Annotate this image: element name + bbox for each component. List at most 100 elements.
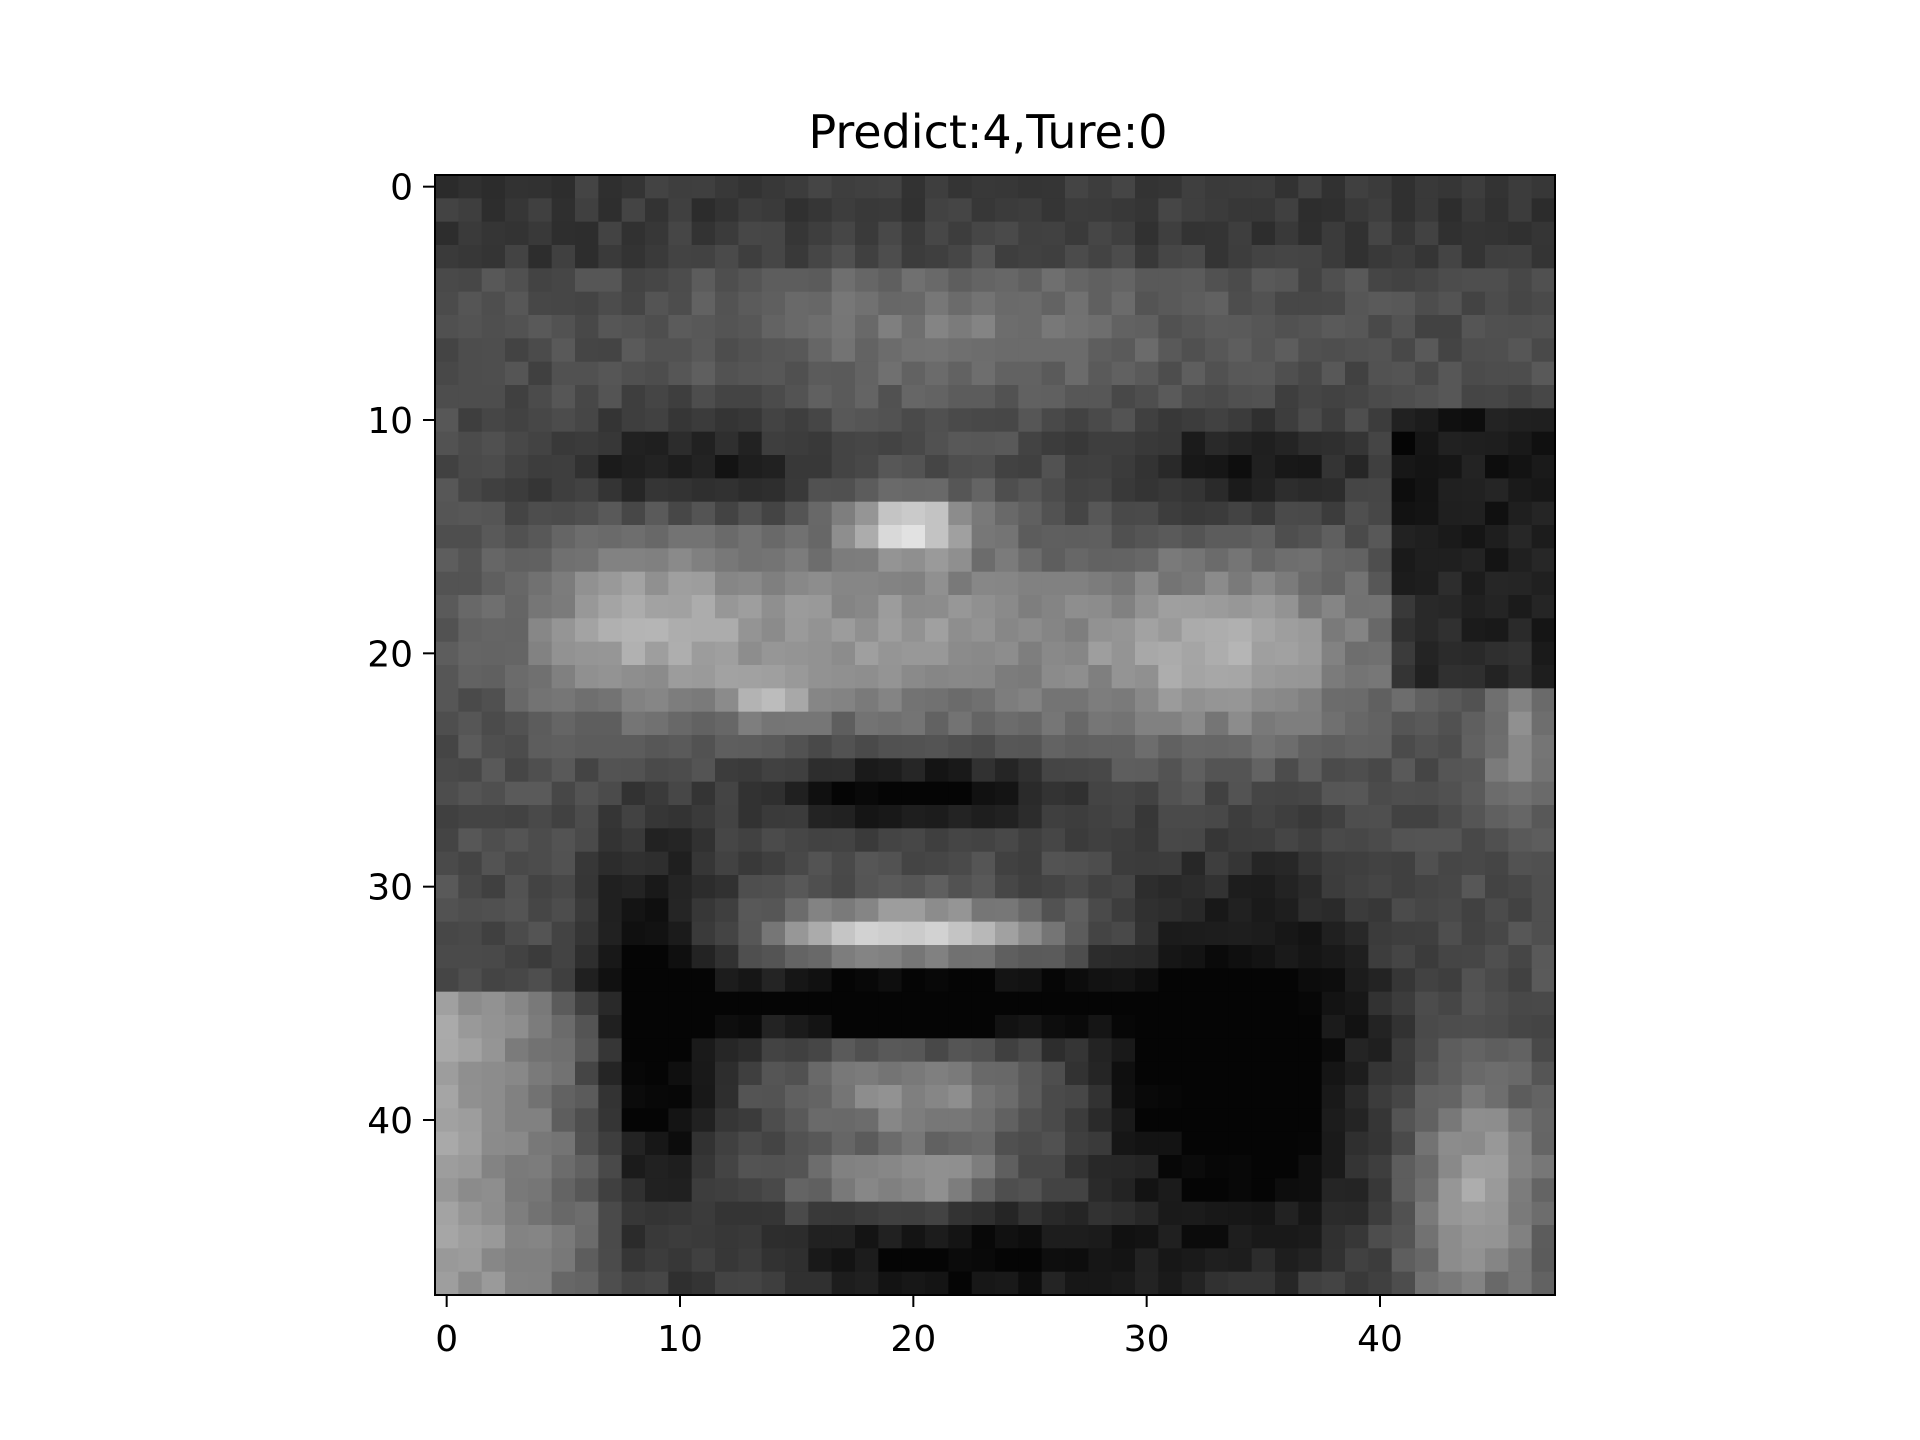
image-pixel xyxy=(901,758,926,783)
image-pixel xyxy=(1181,641,1206,666)
image-pixel xyxy=(1461,1085,1486,1109)
image-pixel xyxy=(971,875,996,899)
image-pixel xyxy=(1275,758,1299,783)
image-pixel xyxy=(925,665,949,689)
image-pixel xyxy=(738,991,763,1016)
image-pixel xyxy=(668,851,693,876)
image-pixel xyxy=(1321,501,1346,526)
image-pixel xyxy=(785,805,809,829)
image-pixel xyxy=(668,501,693,526)
image-pixel xyxy=(1065,385,1089,409)
image-pixel xyxy=(901,548,926,573)
image-pixel xyxy=(995,735,1019,759)
image-pixel xyxy=(528,688,553,713)
image-pixel xyxy=(785,1061,809,1086)
image-pixel xyxy=(1391,688,1416,713)
image-pixel xyxy=(1228,501,1253,526)
image-pixel xyxy=(1088,991,1113,1016)
image-pixel xyxy=(1508,548,1533,573)
image-pixel xyxy=(1135,455,1159,479)
image-pixel xyxy=(785,1038,809,1063)
image-pixel xyxy=(1485,478,1509,503)
image-pixel xyxy=(1508,1108,1533,1133)
image-pixel xyxy=(1531,361,1556,386)
image-pixel xyxy=(551,1225,576,1249)
image-pixel xyxy=(1041,1201,1066,1226)
image-pixel xyxy=(1041,851,1066,876)
image-pixel xyxy=(1461,711,1486,736)
image-pixel xyxy=(575,1248,599,1273)
image-pixel xyxy=(668,1061,693,1086)
image-pixel xyxy=(1275,1271,1299,1296)
image-pixel xyxy=(1275,338,1299,363)
image-pixel xyxy=(1415,968,1439,993)
image-pixel xyxy=(1298,851,1323,876)
image-pixel xyxy=(1415,361,1439,386)
image-pixel xyxy=(761,991,786,1016)
image-pixel xyxy=(925,711,949,736)
image-pixel xyxy=(1321,1155,1346,1179)
image-pixel xyxy=(1531,991,1556,1016)
image-pixel xyxy=(1135,851,1159,876)
image-pixel xyxy=(715,945,739,969)
image-pixel xyxy=(598,641,623,666)
image-pixel xyxy=(1088,711,1113,736)
image-pixel xyxy=(1018,1155,1043,1179)
image-pixel xyxy=(1111,618,1136,643)
image-pixel xyxy=(1485,1015,1509,1039)
image-pixel xyxy=(435,665,459,689)
image-pixel xyxy=(738,175,763,199)
image-pixel xyxy=(1181,875,1206,899)
image-pixel xyxy=(1438,805,1463,829)
image-pixel xyxy=(1391,268,1416,293)
image-pixel xyxy=(808,875,833,899)
image-pixel xyxy=(948,571,973,596)
image-pixel xyxy=(621,968,646,993)
image-pixel xyxy=(1158,315,1183,339)
image-pixel xyxy=(575,711,599,736)
image-pixel xyxy=(505,851,529,876)
image-pixel xyxy=(1135,945,1159,969)
image-pixel xyxy=(831,641,856,666)
image-pixel xyxy=(668,875,693,899)
image-pixel xyxy=(1088,1085,1113,1109)
image-pixel xyxy=(878,805,903,829)
image-pixel xyxy=(668,385,693,409)
image-pixel xyxy=(1181,595,1206,619)
image-pixel xyxy=(995,1061,1019,1086)
image-pixel xyxy=(738,758,763,783)
image-pixel xyxy=(808,595,833,619)
image-pixel xyxy=(435,548,459,573)
image-pixel xyxy=(878,548,903,573)
image-pixel xyxy=(691,758,716,783)
image-pixel xyxy=(1415,805,1439,829)
image-pixel xyxy=(855,478,879,503)
image-pixel xyxy=(1158,1178,1183,1203)
image-pixel xyxy=(1158,455,1183,479)
image-pixel xyxy=(1018,338,1043,363)
image-pixel xyxy=(621,268,646,293)
image-pixel xyxy=(1298,571,1323,596)
image-pixel xyxy=(948,945,973,969)
image-pixel xyxy=(738,1131,763,1156)
image-pixel xyxy=(1461,758,1486,783)
image-pixel xyxy=(1485,361,1509,386)
image-pixel xyxy=(1461,1131,1486,1156)
image-pixel xyxy=(808,735,833,759)
image-pixel xyxy=(435,991,459,1016)
image-pixel xyxy=(528,385,553,409)
image-pixel xyxy=(575,1085,599,1109)
image-pixel xyxy=(575,338,599,363)
image-pixel xyxy=(645,1201,669,1226)
image-pixel xyxy=(1088,805,1113,829)
image-pixel xyxy=(1135,758,1159,783)
image-pixel xyxy=(878,385,903,409)
image-pixel xyxy=(691,1201,716,1226)
image-pixel xyxy=(458,851,483,876)
image-pixel xyxy=(668,548,693,573)
image-pixel xyxy=(1391,291,1416,316)
image-pixel xyxy=(1205,921,1229,946)
image-pixel xyxy=(1018,595,1043,619)
image-pixel xyxy=(1228,1155,1253,1179)
image-pixel xyxy=(575,291,599,316)
